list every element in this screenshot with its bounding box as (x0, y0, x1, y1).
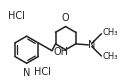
Text: CH₃: CH₃ (102, 52, 118, 62)
Text: O: O (62, 13, 69, 23)
Text: HCl: HCl (34, 67, 51, 77)
Text: HCl: HCl (8, 11, 25, 21)
Text: OH: OH (54, 47, 69, 57)
Text: N: N (23, 68, 30, 78)
Text: CH₃: CH₃ (102, 28, 118, 37)
Text: N: N (88, 40, 96, 50)
